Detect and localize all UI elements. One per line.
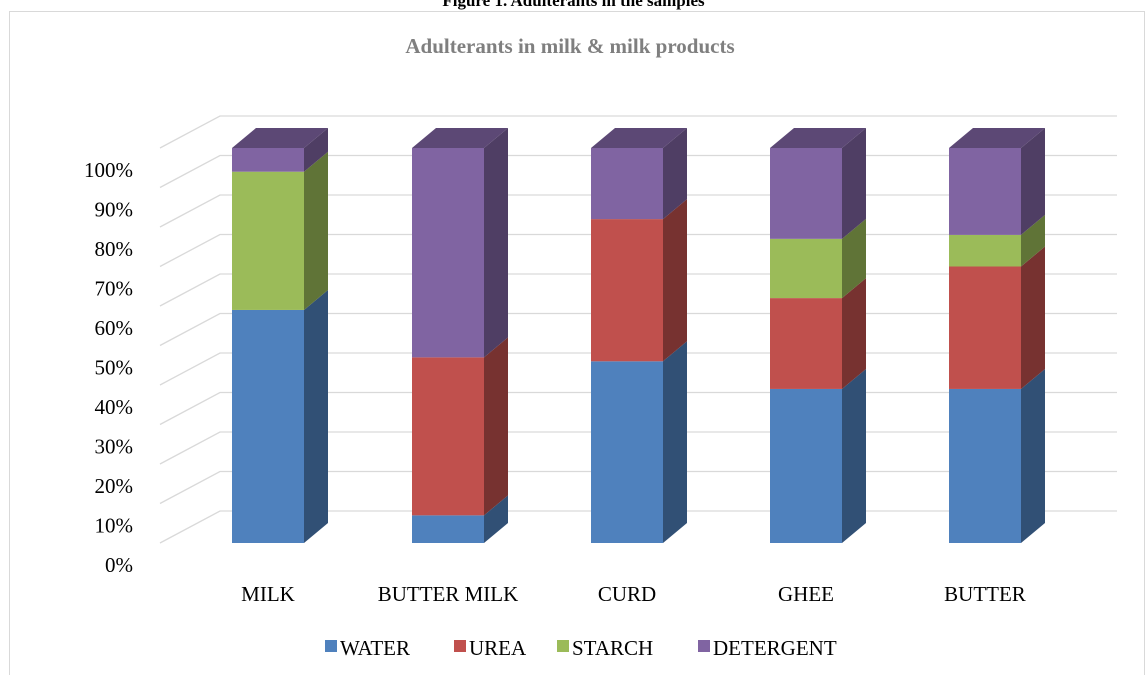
bars <box>232 128 1045 543</box>
y-tick-label: 100% <box>84 158 133 182</box>
category-label: BUTTER MILK <box>378 582 519 606</box>
bar-side-detergent <box>842 128 866 239</box>
bar-side-urea <box>484 337 508 516</box>
bar-segment-detergent <box>591 148 663 220</box>
gridline <box>159 115 1117 149</box>
bar-segment-starch <box>232 171 304 310</box>
bar-segment-urea <box>591 219 663 362</box>
bar-side-detergent <box>663 128 687 220</box>
bar-side-detergent <box>484 128 508 358</box>
y-axis-ticks: 0% 10% 20% 30% 40% 50% 60% 70% 80% 90% 100% <box>84 158 133 577</box>
y-tick-label: 10% <box>95 514 134 538</box>
legend-label: STARCH <box>572 636 653 660</box>
bar-segment-urea <box>412 357 484 516</box>
legend-swatch-urea <box>454 640 466 652</box>
legend-swatch-detergent <box>698 640 710 652</box>
bar-segment-starch <box>949 234 1021 267</box>
legend-swatch-water <box>325 640 337 652</box>
bar-segment-urea <box>770 298 842 389</box>
bar-side-starch <box>304 151 328 310</box>
y-tick-label: 70% <box>95 277 134 301</box>
y-tick-label: 80% <box>95 237 134 261</box>
bar-side-water <box>663 341 687 543</box>
legend-swatch-starch <box>557 640 569 652</box>
bar-side-water <box>484 495 508 543</box>
bar-segment-water <box>770 388 842 543</box>
bar-segment-detergent <box>949 148 1021 235</box>
legend-label: UREA <box>469 636 527 660</box>
bar-segment-urea <box>949 266 1021 389</box>
bar-segment-water <box>949 388 1021 543</box>
bar-side-urea <box>663 199 687 362</box>
chart-title: Adulterants in milk & milk products <box>405 34 734 58</box>
bar-segment-water <box>232 309 304 543</box>
bar-segment-detergent <box>770 148 842 239</box>
category-label: MILK <box>241 582 295 606</box>
y-tick-label: 20% <box>95 474 134 498</box>
bar-side-detergent <box>1021 128 1045 235</box>
bar-side-starch <box>1021 214 1045 267</box>
legend: WATER UREA STARCH DETERGENT <box>325 636 837 660</box>
bar-segment-detergent <box>412 148 484 358</box>
bar-side-urea <box>842 278 866 389</box>
figure-caption: Figure 1. Adulterants in the samples <box>442 0 705 10</box>
bar-top <box>412 128 508 148</box>
category-label: CURD <box>598 582 656 606</box>
bar-top <box>591 128 687 148</box>
bar-side-water <box>842 368 866 543</box>
bar-side-starch <box>842 218 866 299</box>
y-tick-label: 90% <box>95 198 134 222</box>
x-axis-labels: MILK BUTTER MILK CURD GHEE BUTTER <box>241 582 1026 606</box>
y-tick-label: 30% <box>95 435 134 459</box>
bar-top <box>232 128 328 148</box>
bar-segment-water <box>591 361 663 543</box>
chart-frame <box>9 11 1145 675</box>
bar-top <box>770 128 866 148</box>
bar-side-detergent <box>304 128 328 172</box>
bar-side-water <box>1021 368 1045 543</box>
bar-side-urea <box>1021 246 1045 389</box>
bar-side-water <box>304 289 328 543</box>
y-tick-label: 60% <box>95 316 134 340</box>
bar-segment-water <box>412 515 484 543</box>
category-label: GHEE <box>778 582 834 606</box>
y-tick-label: 0% <box>105 553 133 577</box>
y-tick-label: 50% <box>95 356 134 380</box>
legend-label: WATER <box>340 636 410 660</box>
bar-top <box>949 128 1045 148</box>
bar-segment-starch <box>770 238 842 299</box>
bar-segment-detergent <box>232 148 304 172</box>
y-tick-label: 40% <box>95 395 134 419</box>
category-label: BUTTER <box>944 582 1026 606</box>
legend-label: DETERGENT <box>713 636 837 660</box>
